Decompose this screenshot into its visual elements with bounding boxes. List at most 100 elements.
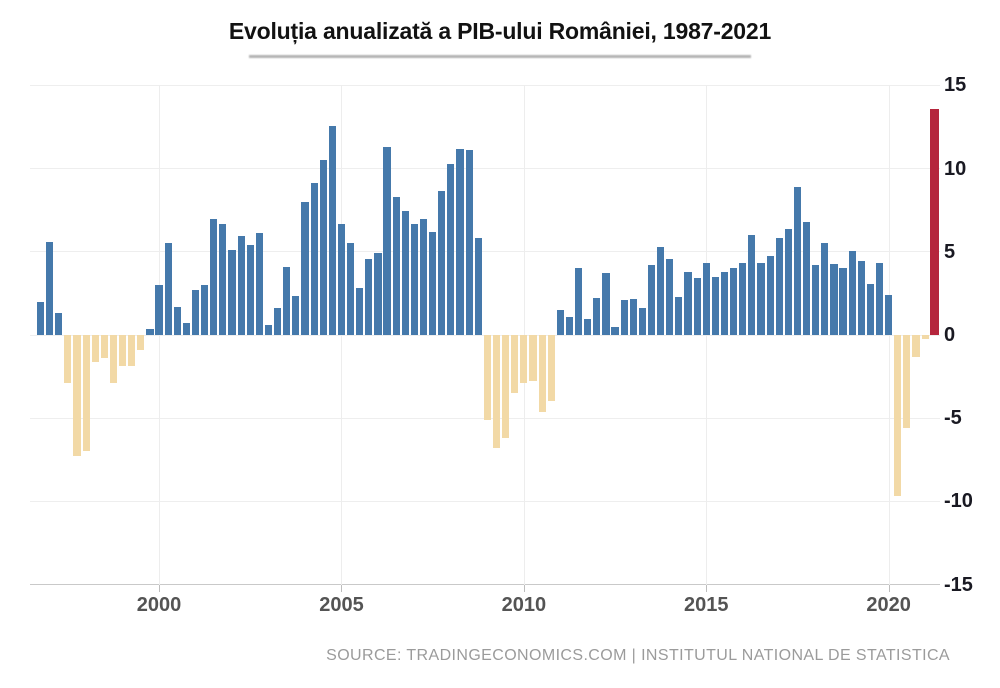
bar-positive — [602, 272, 610, 335]
bar-positive — [638, 307, 646, 335]
bar-highlight — [930, 108, 939, 335]
bar-positive — [839, 267, 847, 335]
bar-positive — [465, 150, 473, 335]
bar-positive — [365, 259, 373, 335]
bar-negative — [903, 335, 911, 429]
bar-positive — [438, 191, 446, 335]
bar-positive — [410, 223, 418, 335]
title-underline — [249, 55, 751, 58]
bar-positive — [210, 218, 218, 335]
bar-positive — [310, 182, 318, 335]
bar-positive — [739, 263, 747, 335]
y-gridline — [30, 251, 940, 253]
x-gridline — [341, 85, 343, 585]
bar-positive — [821, 242, 829, 335]
y-axis-tick-label: -10 — [944, 490, 973, 513]
bar-positive — [191, 290, 200, 335]
bar-positive — [301, 201, 309, 335]
bar-negative — [894, 335, 902, 497]
bar-negative — [137, 335, 145, 350]
bar-positive — [328, 126, 336, 335]
bar-positive — [429, 231, 437, 335]
bar-negative — [483, 335, 491, 420]
bar-positive — [784, 228, 792, 335]
bar-negative — [100, 335, 108, 359]
bar-positive — [593, 298, 601, 335]
bar-positive — [219, 223, 227, 335]
bar-negative — [128, 335, 136, 366]
y-axis-tick-label: 15 — [944, 74, 967, 97]
bar-positive — [401, 211, 409, 335]
y-gridline — [30, 584, 940, 586]
y-axis-tick-label: 10 — [944, 157, 967, 180]
y-axis-tick-label: -15 — [944, 573, 973, 596]
y-axis-tick-label: -5 — [944, 407, 962, 430]
bar-negative — [91, 335, 99, 362]
bar-positive — [283, 266, 291, 335]
bar-negative — [109, 335, 118, 384]
bar-positive — [419, 218, 428, 335]
bar-negative — [912, 335, 920, 357]
x-axis-tick — [159, 584, 161, 592]
y-gridline — [30, 168, 940, 170]
bar-positive — [620, 300, 628, 335]
bar-positive — [565, 316, 574, 335]
bar-positive — [36, 301, 45, 335]
x-axis-tick — [523, 584, 525, 592]
bar-positive — [766, 255, 774, 335]
bar-positive — [657, 246, 665, 335]
x-gridline — [706, 85, 708, 585]
bar-positive — [866, 284, 874, 335]
y-axis-tick-label: 0 — [944, 324, 956, 346]
y-gridline — [30, 500, 940, 502]
bar-positive — [757, 263, 765, 335]
bar-positive — [337, 223, 346, 335]
bar-positive — [55, 313, 63, 335]
bar-positive — [46, 241, 54, 335]
bar-negative — [118, 335, 127, 366]
bar-positive — [812, 265, 820, 335]
x-axis-tick-label: 2010 — [501, 594, 547, 616]
bar-positive — [264, 325, 273, 335]
bar-negative — [502, 335, 510, 439]
bar-positive — [319, 160, 327, 335]
bar-positive — [875, 262, 884, 335]
bar-positive — [228, 250, 236, 335]
bar-negative — [511, 335, 519, 394]
source-text: SOURCE: TRADINGECONOMICS.COM | INSTITUTU… — [326, 647, 950, 664]
bar-positive — [629, 299, 637, 335]
bar-positive — [474, 238, 482, 335]
x-axis-tick-label: 2015 — [684, 594, 729, 616]
bar-positive — [775, 237, 783, 335]
bar-negative — [529, 335, 537, 381]
bar-positive — [684, 271, 692, 335]
bar-positive — [857, 260, 865, 335]
x-axis-tick-label: 2000 — [136, 594, 182, 616]
bar-positive — [374, 253, 382, 335]
bar-negative — [520, 335, 528, 384]
bar-negative — [921, 335, 929, 340]
bar-positive — [383, 146, 391, 335]
bar-positive — [702, 262, 710, 335]
bar-positive — [666, 259, 674, 335]
bar-positive — [356, 288, 364, 335]
bar-positive — [830, 264, 838, 335]
x-gridline — [159, 85, 161, 585]
bar-positive — [802, 221, 811, 335]
bar-negative — [73, 335, 81, 457]
bar-positive — [274, 307, 282, 335]
bar-negative — [547, 335, 555, 401]
x-gridline — [523, 85, 525, 585]
bar-positive — [255, 233, 263, 335]
bar-positive — [292, 295, 300, 335]
chart-header: Evoluția anualizată a PIB-ului României,… — [0, 18, 1000, 45]
x-gridline — [888, 85, 890, 585]
x-axis-tick — [706, 584, 708, 592]
bar-positive — [675, 296, 683, 335]
bar-positive — [456, 148, 464, 335]
bar-positive — [885, 295, 893, 335]
bar-positive — [574, 268, 583, 335]
bar-positive — [237, 235, 245, 335]
x-axis-tick — [341, 584, 343, 592]
